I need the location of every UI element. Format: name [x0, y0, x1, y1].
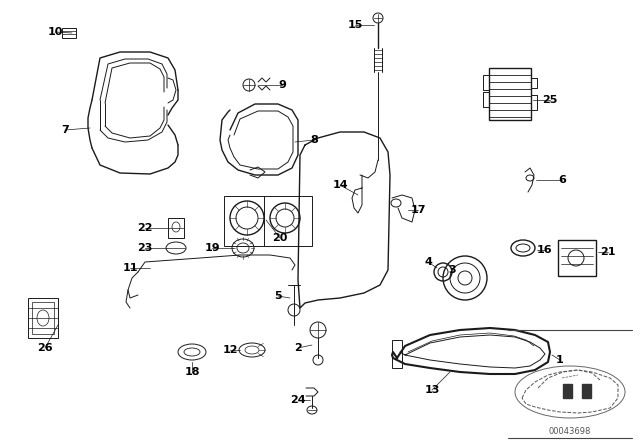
- Bar: [558, 240, 596, 276]
- Text: 18: 18: [184, 367, 200, 377]
- Text: 5: 5: [274, 291, 282, 301]
- Text: 16: 16: [537, 245, 553, 255]
- Text: 14: 14: [332, 180, 348, 190]
- Text: 19: 19: [204, 243, 220, 253]
- Text: 8: 8: [310, 135, 318, 145]
- Polygon shape: [582, 384, 591, 398]
- Text: 23: 23: [138, 243, 153, 253]
- Text: 24: 24: [290, 395, 306, 405]
- Text: 17: 17: [410, 205, 426, 215]
- Bar: [28, 298, 58, 338]
- Text: 20: 20: [272, 233, 288, 243]
- Bar: [62, 28, 76, 38]
- Bar: [224, 196, 312, 246]
- Text: 13: 13: [424, 385, 440, 395]
- Text: 2: 2: [294, 343, 302, 353]
- Text: 4: 4: [424, 257, 432, 267]
- Bar: [392, 340, 402, 368]
- Bar: [168, 218, 184, 238]
- Text: 15: 15: [348, 20, 363, 30]
- Text: 26: 26: [37, 343, 53, 353]
- Text: 22: 22: [137, 223, 153, 233]
- Text: 12: 12: [222, 345, 237, 355]
- Text: 7: 7: [61, 125, 69, 135]
- Bar: [32, 302, 54, 334]
- Text: 21: 21: [600, 247, 616, 257]
- Polygon shape: [563, 384, 572, 398]
- Text: 3: 3: [448, 265, 456, 275]
- Text: 25: 25: [542, 95, 557, 105]
- Text: 10: 10: [47, 27, 63, 37]
- Text: 1: 1: [556, 355, 564, 365]
- Bar: [489, 68, 531, 120]
- Text: 00043698: 00043698: [549, 427, 591, 436]
- Text: 11: 11: [122, 263, 138, 273]
- Text: 9: 9: [278, 80, 286, 90]
- Text: 6: 6: [558, 175, 566, 185]
